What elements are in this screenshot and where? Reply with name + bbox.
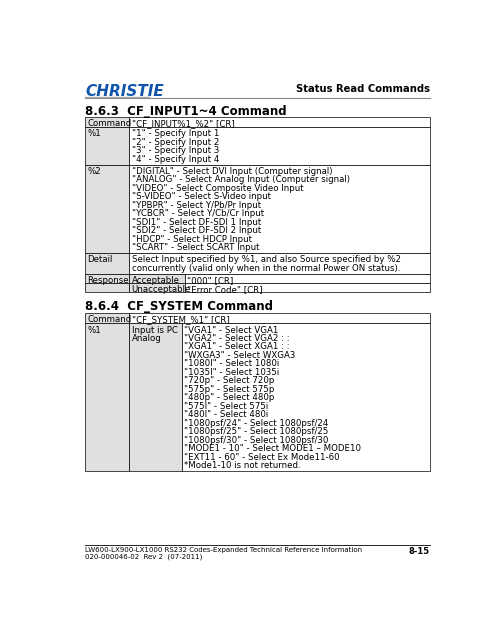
Text: "3" - Specify Input 3: "3" - Specify Input 3 — [132, 146, 219, 155]
Text: "SDI1" - Select DF-SDI 1 Input: "SDI1" - Select DF-SDI 1 Input — [132, 218, 261, 227]
Text: "HDCP" - Select HDCP Input: "HDCP" - Select HDCP Input — [132, 235, 251, 244]
Bar — [129, 323, 182, 471]
Text: "VGA1" - Select VGA1: "VGA1" - Select VGA1 — [184, 326, 279, 335]
Bar — [85, 283, 129, 292]
Text: %2: %2 — [88, 167, 101, 176]
Text: "000" [CR]: "000" [CR] — [188, 276, 234, 285]
Text: "VIDEO" - Select Composite Video Input: "VIDEO" - Select Composite Video Input — [132, 184, 303, 193]
Text: "XGA1" - Select XGA1 : :: "XGA1" - Select XGA1 : : — [184, 342, 290, 351]
Bar — [85, 313, 129, 323]
Text: %1: %1 — [88, 129, 101, 138]
Text: "2" - Specify Input 2: "2" - Specify Input 2 — [132, 138, 219, 147]
Text: *Mode1-10 is not returned.: *Mode1-10 is not returned. — [184, 461, 301, 470]
Text: "S-VIDEO" - Select S-Video input: "S-VIDEO" - Select S-Video input — [132, 192, 271, 202]
Text: Select Input specified by %1, and also Source specified by %2: Select Input specified by %1, and also S… — [132, 255, 400, 264]
Bar — [129, 313, 430, 323]
Text: "CF_INPUT%1_%2" [CR]: "CF_INPUT%1_%2" [CR] — [132, 119, 234, 128]
Bar — [129, 253, 430, 274]
Text: "VGA2" - Select VGA2 : :: "VGA2" - Select VGA2 : : — [184, 334, 290, 343]
Text: "1080psf/24" - Select 1080psf/24: "1080psf/24" - Select 1080psf/24 — [184, 419, 329, 428]
Text: "1035I" - Select 1035i: "1035I" - Select 1035i — [184, 368, 280, 377]
Text: Detail: Detail — [88, 255, 113, 264]
Text: 8.6.3  CF_INPUT1~4 Command: 8.6.3 CF_INPUT1~4 Command — [85, 104, 287, 118]
Bar — [129, 127, 430, 164]
Text: "SCART" - Select SCART Input: "SCART" - Select SCART Input — [132, 243, 259, 252]
Bar — [129, 117, 430, 127]
Text: "4" - Specify Input 4: "4" - Specify Input 4 — [132, 155, 219, 164]
Text: "EXT11 - 60" - Select Ex Mode11-60: "EXT11 - 60" - Select Ex Mode11-60 — [184, 452, 340, 461]
Bar — [85, 117, 129, 127]
Text: %1: %1 — [88, 326, 101, 335]
Text: "MODE1 - 10" - Select MODE1 – MODE10: "MODE1 - 10" - Select MODE1 – MODE10 — [184, 444, 361, 453]
Text: Input is PC: Input is PC — [132, 326, 178, 335]
Text: "480p" - Select 480p: "480p" - Select 480p — [184, 393, 275, 403]
Bar — [182, 323, 430, 471]
Text: Unacceptable: Unacceptable — [132, 285, 191, 294]
Bar — [85, 323, 129, 471]
Text: Response: Response — [88, 276, 129, 285]
Text: Command: Command — [88, 316, 132, 324]
Text: Analog: Analog — [132, 334, 161, 343]
Bar — [85, 127, 129, 164]
Text: "YCBCR" - Select Y/Cb/Cr Input: "YCBCR" - Select Y/Cb/Cr Input — [132, 209, 264, 218]
Text: "Error Code" [CR]: "Error Code" [CR] — [188, 285, 263, 294]
Text: Status Read Commands: Status Read Commands — [296, 84, 430, 95]
Text: Command: Command — [88, 119, 132, 128]
Text: "CF_SYSTEM_%1" [CR]: "CF_SYSTEM_%1" [CR] — [132, 316, 229, 324]
Text: 020-000046-02  Rev 2  (07-2011): 020-000046-02 Rev 2 (07-2011) — [85, 554, 202, 560]
Text: "575p" - Select 575p: "575p" - Select 575p — [184, 385, 275, 394]
Text: LW600-LX900-LX1000 RS232 Codes-Expanded Technical Reference Information: LW600-LX900-LX1000 RS232 Codes-Expanded … — [85, 547, 362, 553]
Bar — [185, 274, 430, 283]
Text: "1080psf/25" - Select 1080psf/25: "1080psf/25" - Select 1080psf/25 — [184, 427, 329, 436]
Bar — [129, 283, 185, 292]
Text: 8-15: 8-15 — [409, 547, 430, 556]
Text: Acceptable: Acceptable — [132, 276, 180, 285]
Text: ™: ™ — [143, 84, 149, 90]
Bar — [85, 274, 129, 283]
Text: "DIGITAL" - Select DVI Input (Computer signal): "DIGITAL" - Select DVI Input (Computer s… — [132, 167, 332, 176]
Text: "720p" - Select 720p: "720p" - Select 720p — [184, 376, 275, 385]
Text: concurrently (valid only when in the normal Power ON status).: concurrently (valid only when in the nor… — [132, 264, 400, 273]
Bar — [85, 253, 129, 274]
Text: "1080psf/30" - Select 1080psf/30: "1080psf/30" - Select 1080psf/30 — [184, 436, 329, 445]
Text: "575I" - Select 575i: "575I" - Select 575i — [184, 402, 269, 411]
Text: "ANALOG" - Select Analog Input (Computer signal): "ANALOG" - Select Analog Input (Computer… — [132, 175, 349, 184]
Text: "480I" - Select 480i: "480I" - Select 480i — [184, 410, 269, 419]
Text: "WXGA3" - Select WXGA3: "WXGA3" - Select WXGA3 — [184, 351, 296, 360]
Text: "YPBPR" - Select Y/Pb/Pr Input: "YPBPR" - Select Y/Pb/Pr Input — [132, 201, 261, 210]
Text: "1" - Specify Input 1: "1" - Specify Input 1 — [132, 129, 219, 138]
Bar — [129, 164, 430, 253]
Bar — [129, 274, 185, 283]
Bar — [185, 283, 430, 292]
Text: CHRISTIE: CHRISTIE — [85, 84, 164, 99]
Text: 8.6.4  CF_SYSTEM Command: 8.6.4 CF_SYSTEM Command — [85, 300, 273, 313]
Bar — [85, 164, 129, 253]
Text: "1080I" - Select 1080i: "1080I" - Select 1080i — [184, 360, 280, 369]
Text: "SDI2" - Select DF-SDI 2 Input: "SDI2" - Select DF-SDI 2 Input — [132, 226, 261, 235]
